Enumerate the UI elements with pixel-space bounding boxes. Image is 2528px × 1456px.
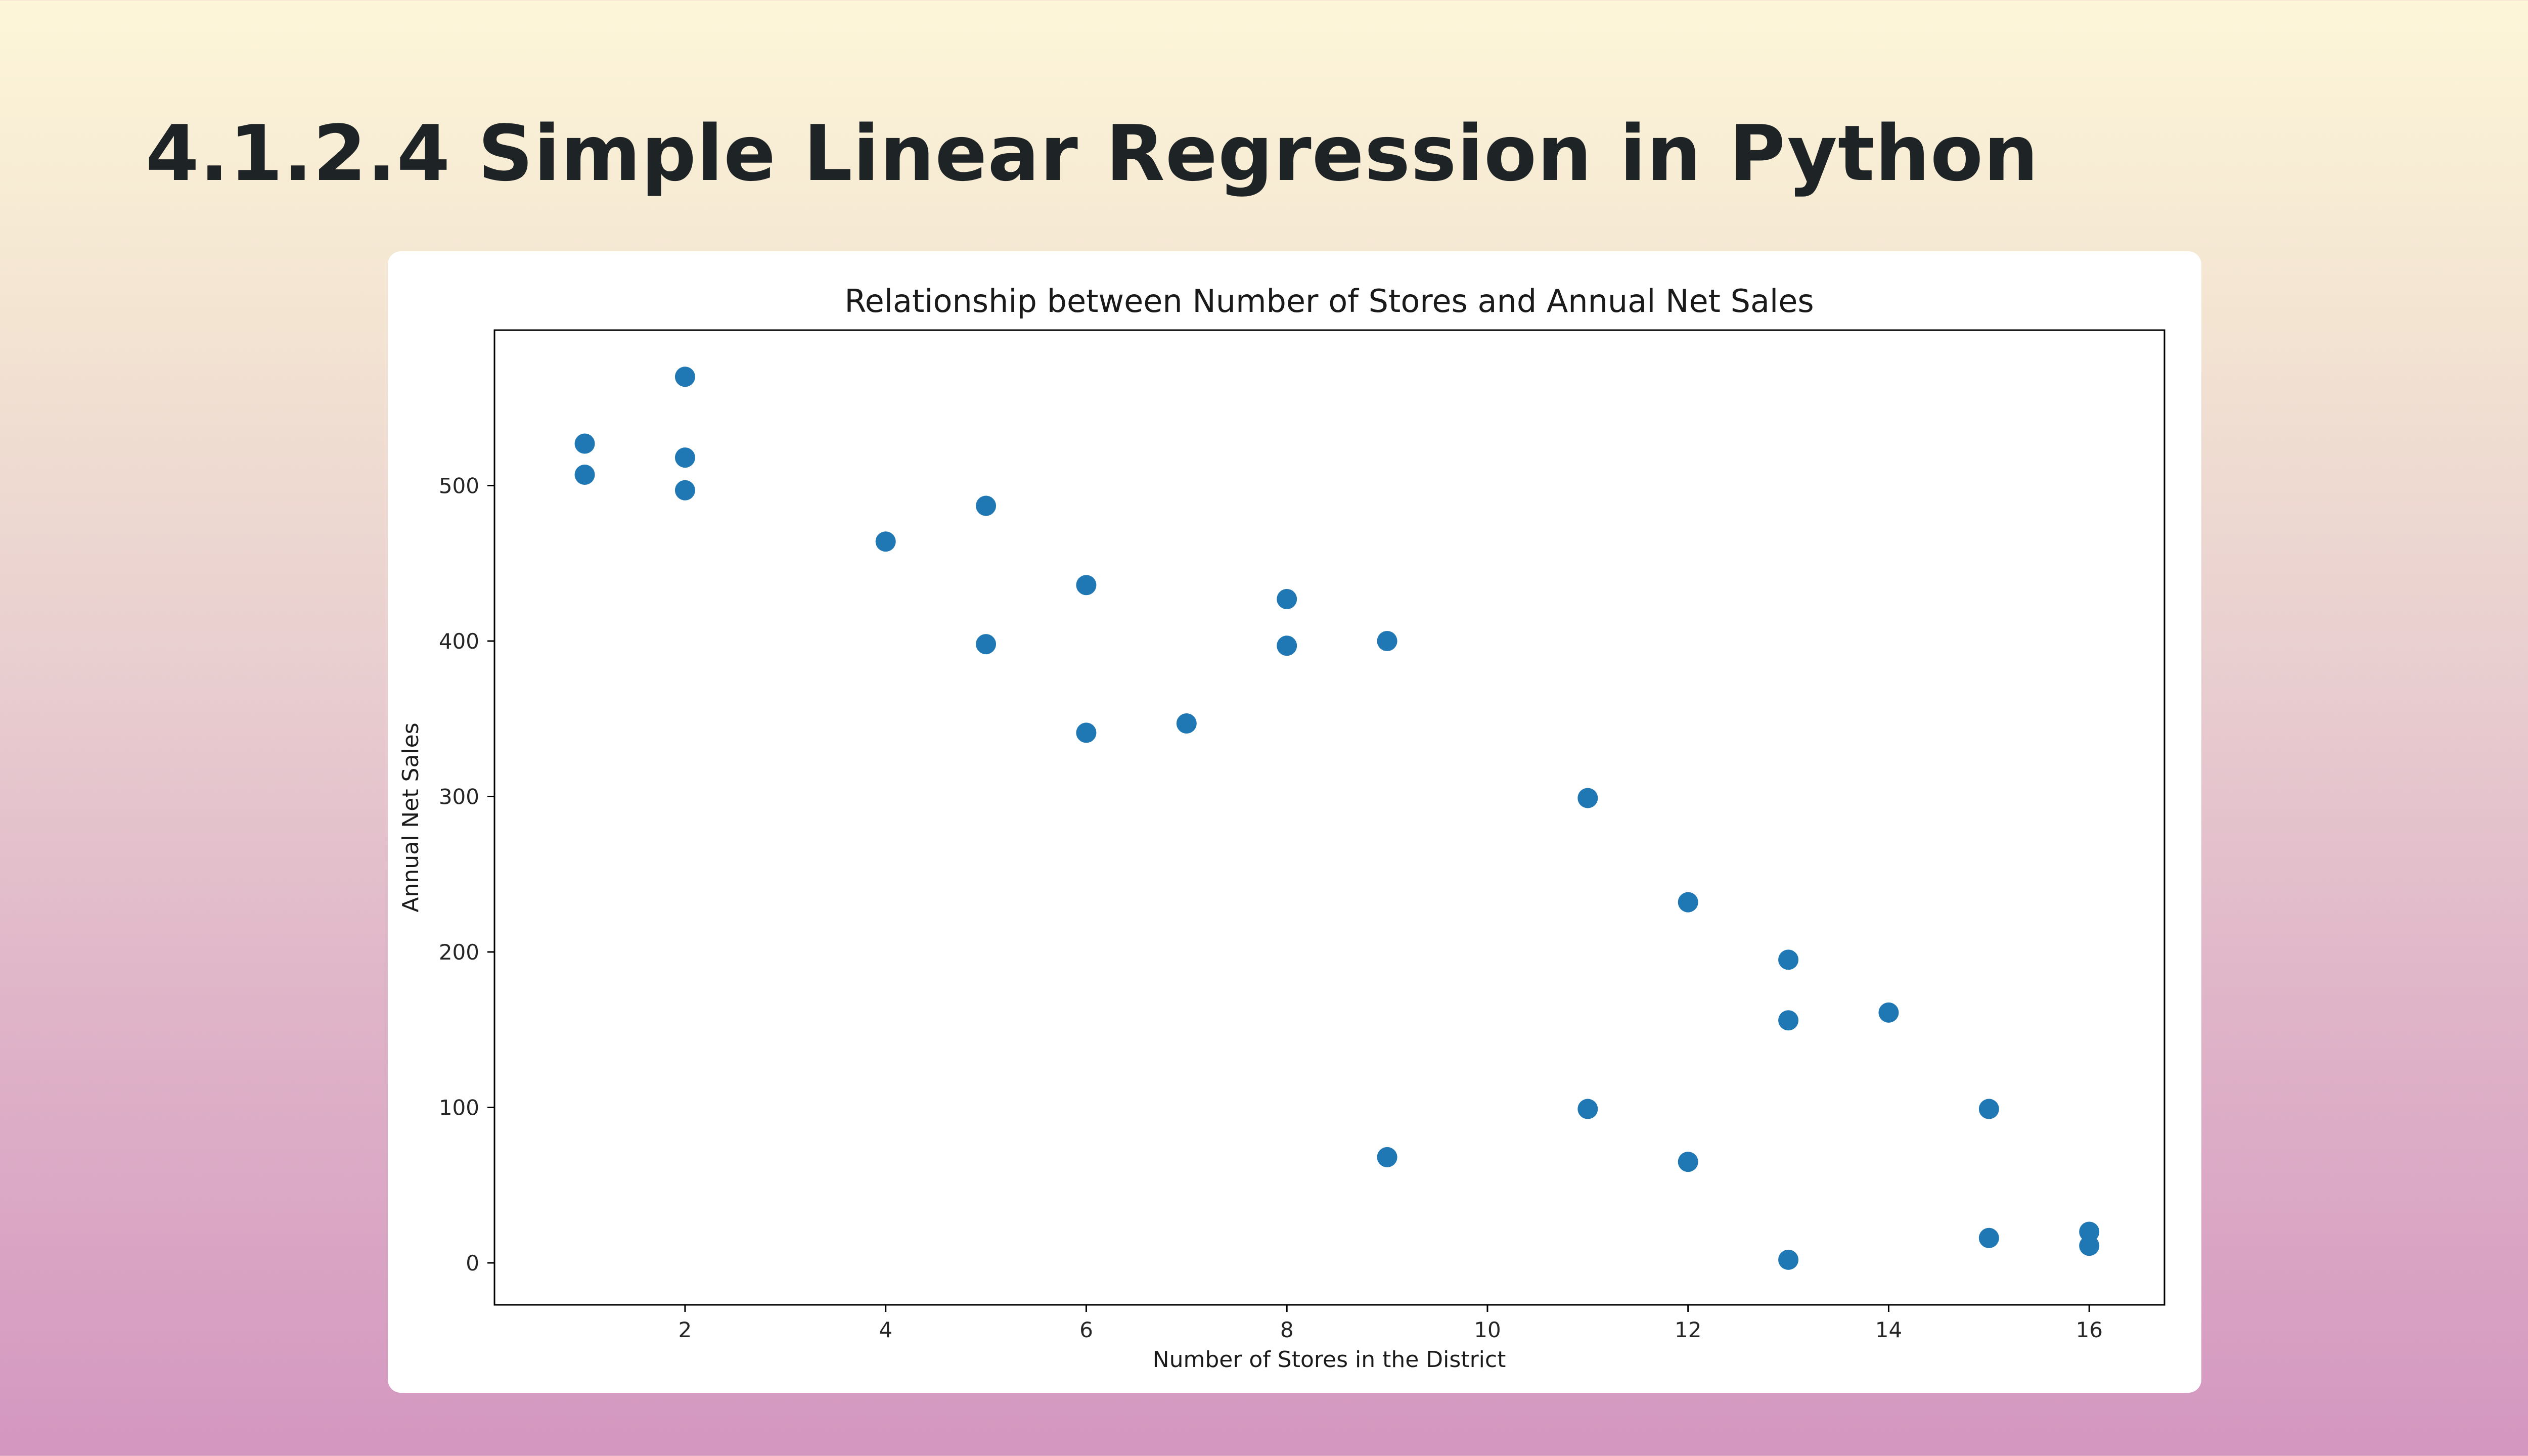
data-point [574, 464, 595, 485]
x-tick-label: 4 [879, 1317, 892, 1342]
data-point [1176, 713, 1197, 734]
data-point [2079, 1236, 2100, 1256]
data-point [2079, 1221, 2100, 1242]
x-axis-label: Number of Stores in the District [1153, 1347, 1506, 1373]
data-point [674, 480, 695, 500]
data-point [1678, 1152, 1698, 1172]
data-point [1377, 1147, 1397, 1167]
data-point [1978, 1099, 1999, 1119]
x-tick-label: 2 [679, 1317, 692, 1342]
data-point [1277, 588, 1297, 609]
x-tick-label: 12 [1675, 1317, 1701, 1342]
chart-title: Relationship between Number of Stores an… [844, 283, 1814, 320]
data-point [1076, 722, 1097, 743]
data-point [574, 433, 595, 454]
data-point [1577, 1099, 1598, 1119]
y-tick-label: 0 [466, 1251, 479, 1276]
y-tick-label: 500 [439, 473, 479, 498]
data-point [1678, 892, 1698, 913]
x-tick-label: 10 [1474, 1317, 1501, 1342]
data-point [1878, 1002, 1899, 1023]
x-tick-label: 14 [1875, 1317, 1902, 1342]
y-tick-label: 300 [439, 784, 479, 809]
data-point [674, 447, 695, 468]
data-point [1377, 630, 1397, 651]
axis-ticks: 2 4 6 8 10 12 14 16 0 100 200 300 400 500 [439, 473, 2103, 1342]
data-point [976, 495, 997, 516]
y-axis-label: Annual Net Sales [398, 722, 424, 912]
data-point [1277, 635, 1297, 656]
y-tick-label: 200 [439, 940, 479, 965]
chart-card: Relationship between Number of Stores an… [388, 251, 2201, 1393]
slide-title: 4.1.2.4 Simple Linear Regression in Pyth… [146, 109, 2039, 198]
data-point [1778, 949, 1799, 970]
x-tick-label: 8 [1280, 1317, 1294, 1342]
data-point [1577, 788, 1598, 808]
data-point [976, 634, 997, 655]
data-points [574, 367, 2100, 1270]
data-point [1076, 575, 1097, 596]
data-point [875, 531, 896, 552]
y-tick-label: 400 [439, 629, 479, 654]
x-tick-label: 6 [1079, 1317, 1093, 1342]
data-point [1778, 1249, 1799, 1270]
x-tick-label: 16 [2075, 1317, 2102, 1342]
y-tick-label: 100 [439, 1095, 479, 1120]
plot-frame [493, 329, 2165, 1306]
data-point [1978, 1227, 1999, 1248]
data-point [1778, 1010, 1799, 1031]
scatter-chart: Relationship between Number of Stores an… [398, 283, 2165, 1373]
data-point [674, 367, 695, 387]
